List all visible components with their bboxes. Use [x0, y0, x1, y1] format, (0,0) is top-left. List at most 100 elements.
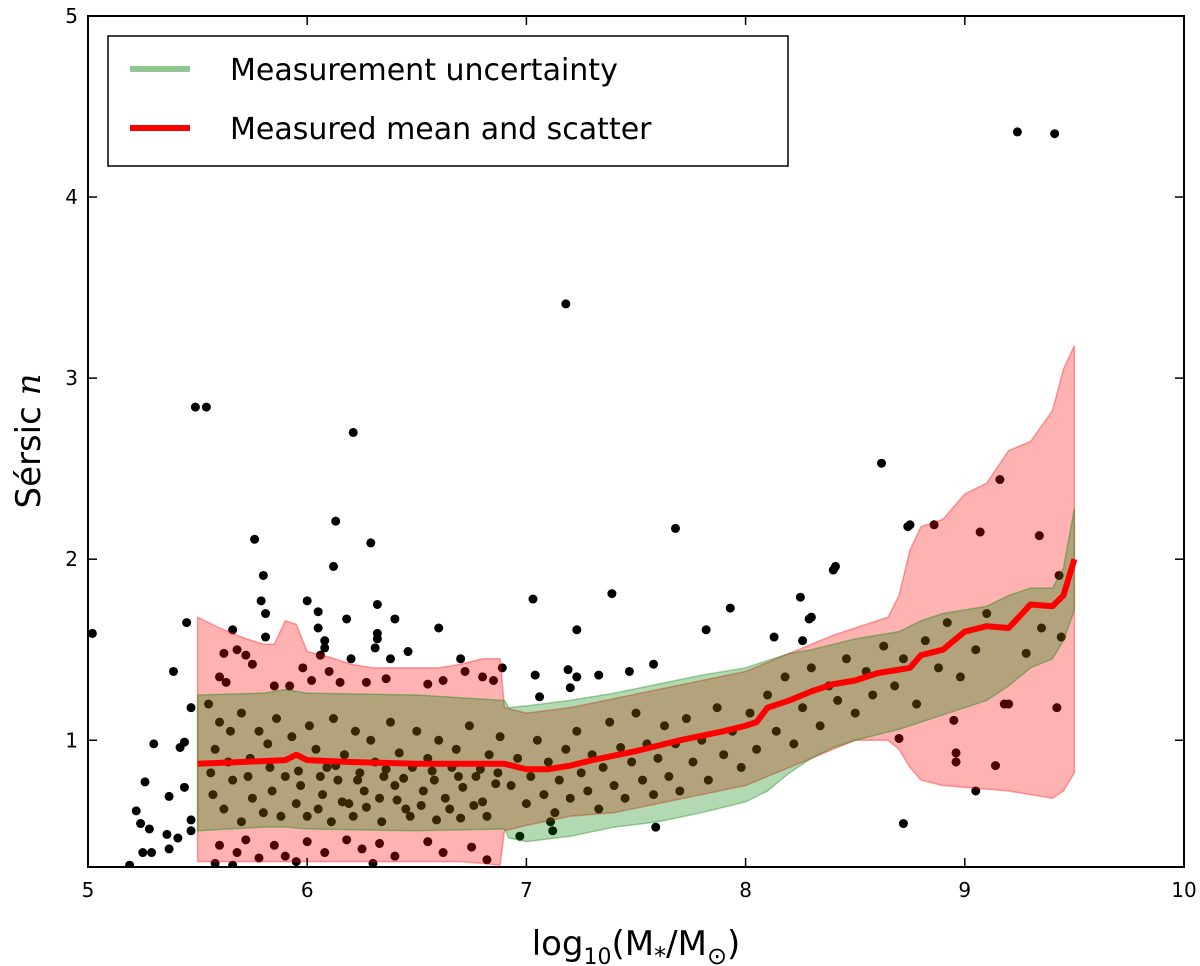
- data-point: [583, 786, 593, 796]
- data-point: [256, 596, 266, 606]
- data-point: [331, 516, 341, 526]
- data-point: [841, 654, 851, 664]
- data-point: [285, 681, 295, 691]
- data-point: [247, 793, 257, 803]
- data-point: [920, 636, 930, 646]
- data-point: [241, 835, 251, 845]
- data-point: [348, 811, 358, 821]
- data-point: [725, 603, 735, 613]
- data-point: [806, 612, 816, 622]
- x-axis-label: log10(M*/M⊙): [532, 924, 741, 966]
- data-point: [368, 858, 378, 867]
- legend: Measurement uncertainty Measured mean an…: [107, 35, 789, 167]
- data-point: [506, 781, 516, 791]
- data-point: [688, 757, 698, 767]
- data-point: [280, 851, 290, 861]
- data-point: [627, 757, 637, 767]
- data-point: [219, 804, 229, 814]
- data-point: [982, 609, 992, 619]
- data-point: [850, 708, 860, 718]
- data-point: [265, 762, 275, 772]
- data-point: [427, 766, 437, 776]
- data-point: [324, 666, 334, 676]
- data-point: [381, 764, 391, 774]
- data-point: [379, 771, 389, 781]
- data-point: [204, 699, 214, 709]
- data-point: [254, 726, 264, 736]
- data-point: [131, 806, 141, 816]
- data-point: [206, 768, 216, 778]
- data-point: [497, 663, 507, 673]
- data-point: [337, 797, 347, 807]
- data-point: [971, 786, 981, 796]
- data-point: [651, 822, 661, 832]
- data-point: [736, 762, 746, 772]
- data-point: [326, 817, 336, 827]
- data-point: [293, 766, 303, 776]
- data-point: [372, 599, 382, 609]
- x-tick-label: 8: [739, 878, 752, 902]
- data-point: [342, 614, 352, 624]
- data-point: [670, 523, 680, 533]
- data-point: [215, 840, 225, 850]
- data-point: [236, 708, 246, 718]
- data-point: [318, 790, 328, 800]
- data-point: [576, 768, 586, 778]
- data-point: [445, 804, 455, 814]
- plot-frame: [87, 15, 1185, 868]
- data-point: [440, 793, 450, 803]
- data-point: [482, 811, 492, 821]
- data-point: [320, 636, 330, 646]
- data-point: [771, 726, 781, 736]
- data-point: [949, 715, 959, 725]
- data-point: [390, 781, 400, 791]
- data-point: [269, 681, 279, 691]
- data-point: [258, 808, 268, 818]
- y-tick-label: 3: [65, 366, 78, 390]
- data-point: [186, 703, 196, 713]
- data-point: [528, 594, 538, 604]
- data-point: [951, 748, 961, 758]
- data-point: [173, 833, 183, 843]
- data-point: [456, 813, 466, 823]
- data-point: [315, 650, 325, 660]
- y-tick-label: 5: [65, 4, 78, 28]
- data-point: [681, 714, 691, 724]
- data-point: [179, 782, 189, 792]
- x-tick-label: 7: [520, 878, 533, 902]
- y-tick-label: 2: [65, 547, 78, 571]
- data-point: [995, 475, 1005, 485]
- data-point: [1054, 570, 1064, 580]
- data-point: [719, 750, 729, 760]
- data-point: [649, 659, 659, 669]
- data-point: [149, 739, 159, 749]
- data-point: [609, 781, 619, 791]
- data-point: [385, 654, 395, 664]
- data-point: [620, 793, 630, 803]
- data-point: [302, 837, 312, 847]
- data-point: [366, 735, 376, 745]
- data-point: [532, 735, 542, 745]
- data-point: [434, 623, 444, 633]
- data-point: [563, 665, 573, 675]
- data-point: [1012, 127, 1022, 137]
- data-point: [168, 666, 178, 676]
- data-point: [453, 771, 463, 781]
- data-point: [942, 618, 952, 628]
- data-point: [1021, 648, 1031, 658]
- data-point: [464, 721, 474, 731]
- data-point: [933, 663, 943, 673]
- data-point: [269, 840, 279, 850]
- data-point: [554, 775, 564, 785]
- data-point: [550, 808, 560, 818]
- data-point: [432, 815, 442, 825]
- uncertainty-band: [196, 508, 1076, 843]
- data-point: [423, 837, 433, 847]
- data-point: [675, 786, 685, 796]
- data-point: [125, 860, 135, 867]
- data-point: [138, 848, 148, 858]
- data-point: [745, 708, 755, 718]
- data-point: [291, 857, 301, 867]
- data-point: [164, 791, 174, 801]
- data-point: [789, 739, 799, 749]
